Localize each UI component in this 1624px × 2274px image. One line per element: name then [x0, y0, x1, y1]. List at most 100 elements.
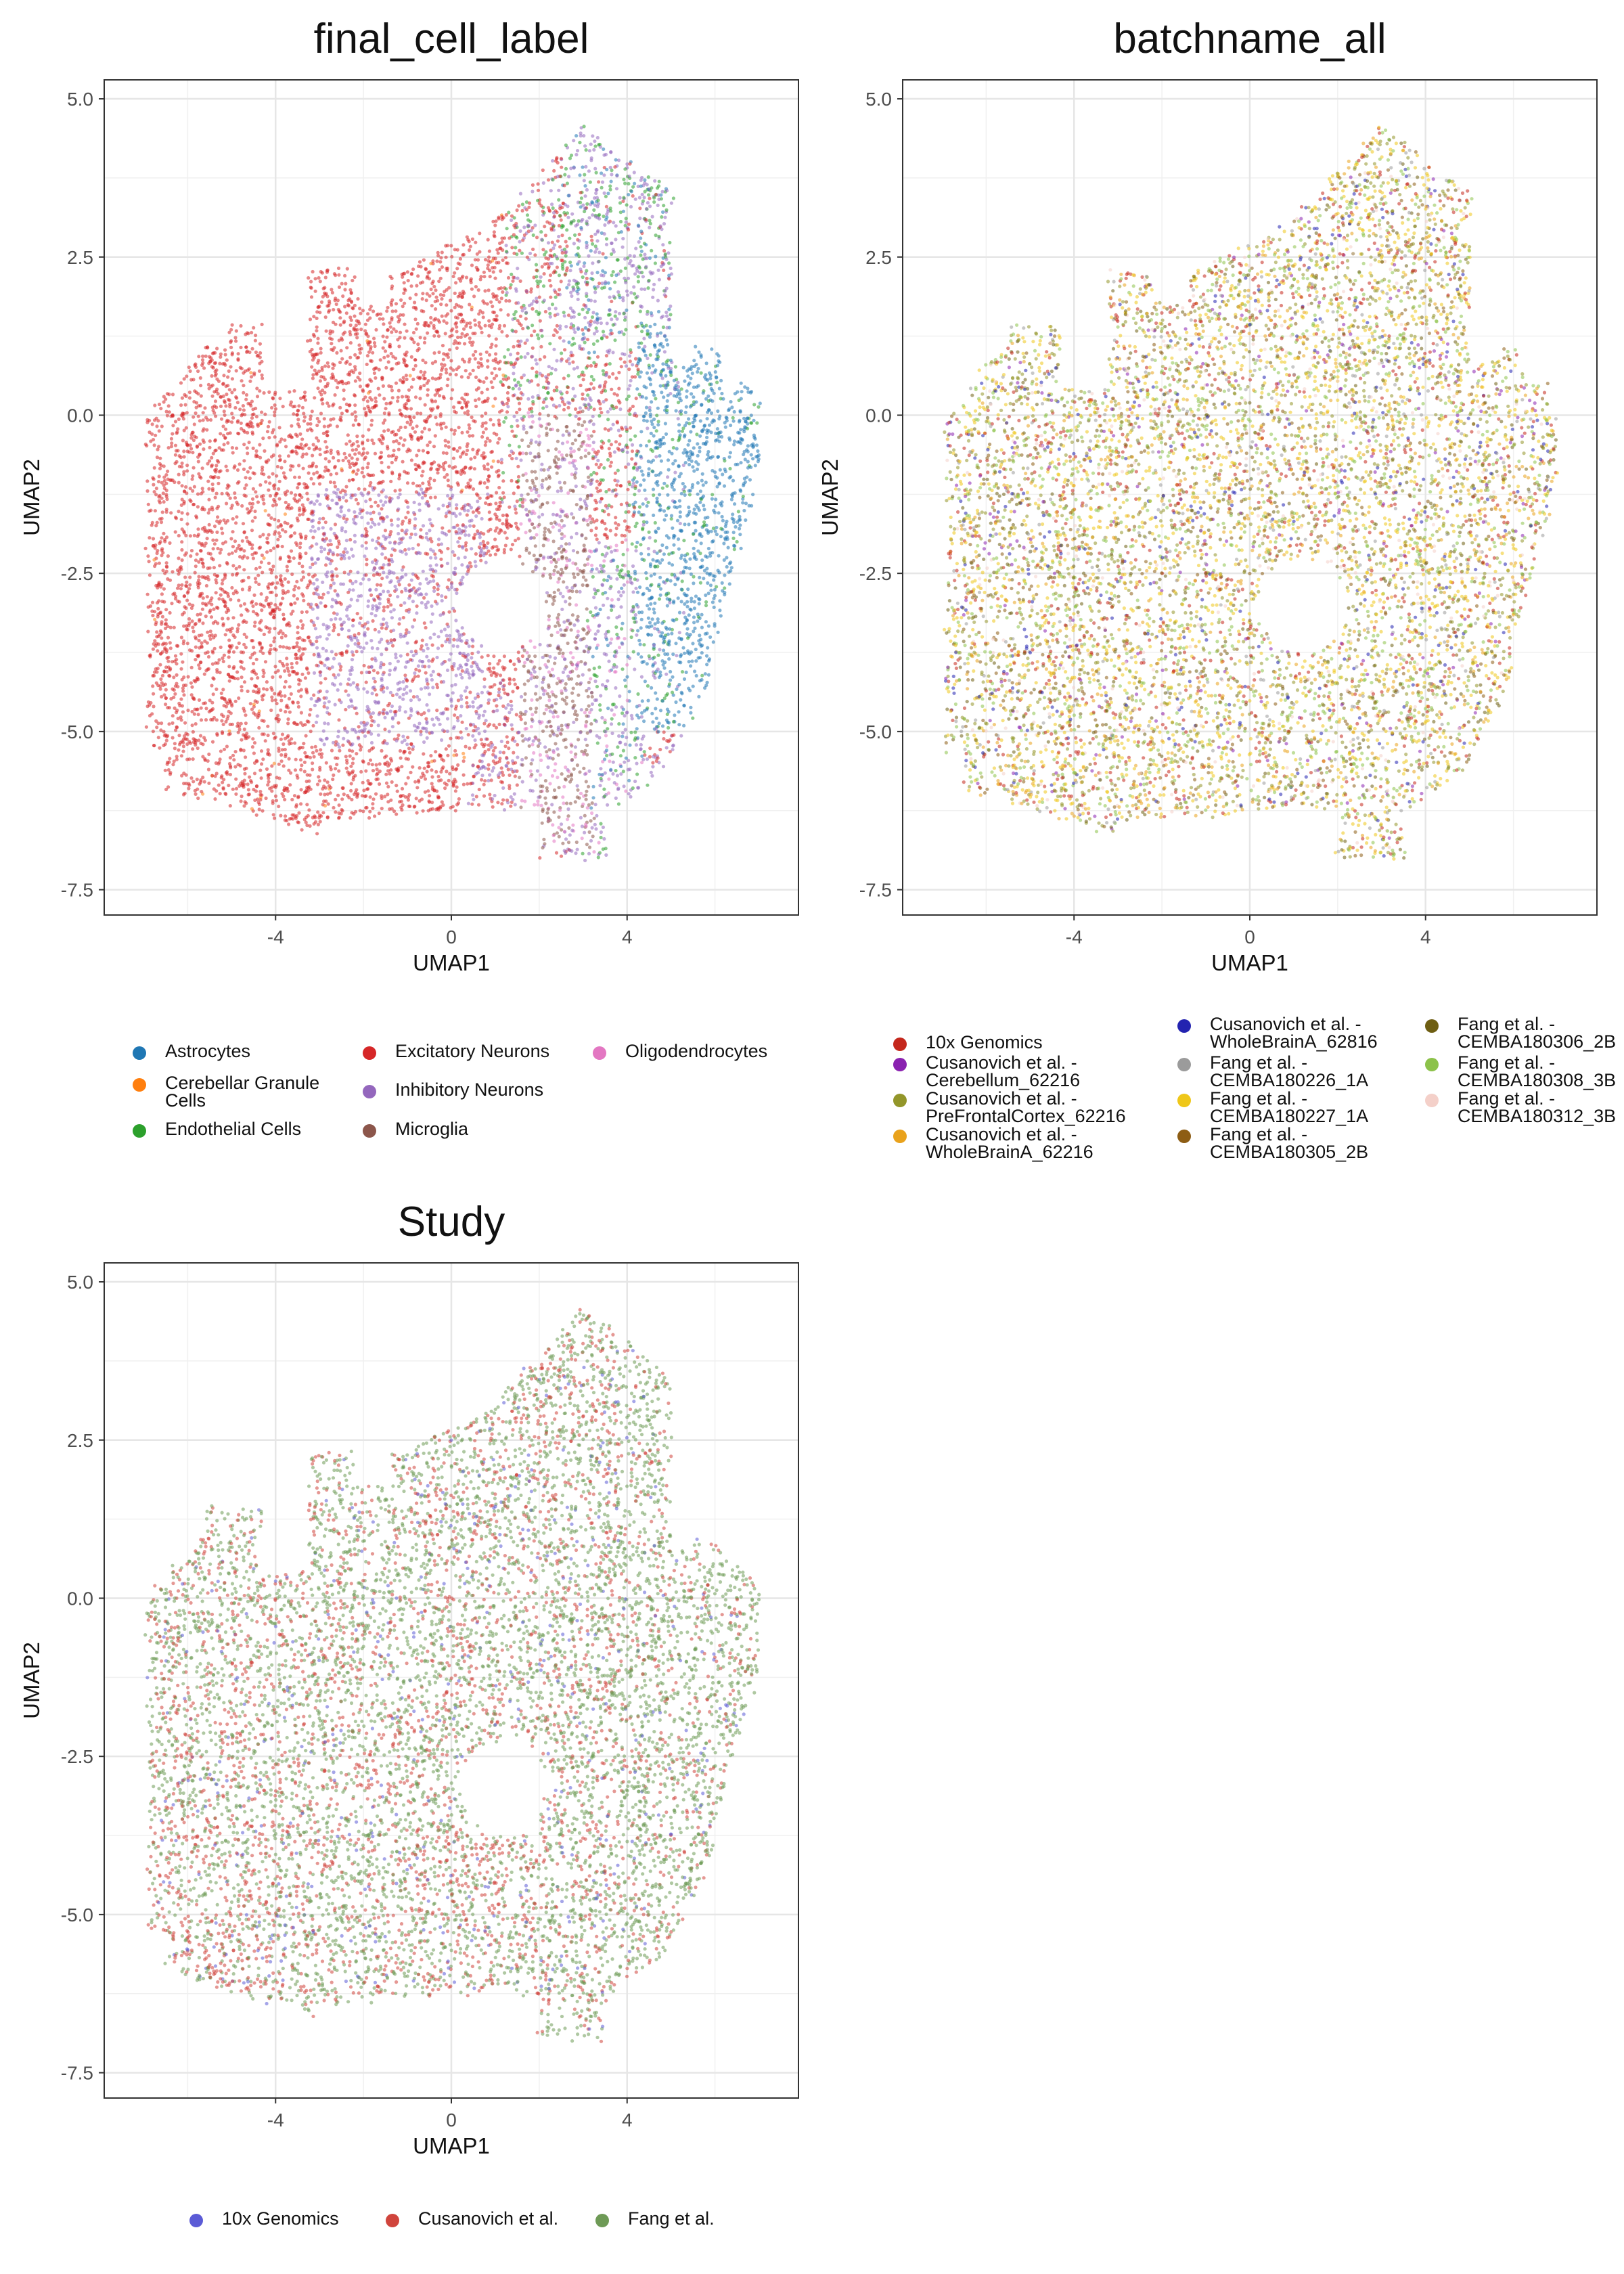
- data-point: [618, 219, 623, 224]
- data-point: [606, 418, 610, 422]
- data-point: [185, 449, 189, 453]
- data-point: [432, 585, 436, 589]
- data-point: [478, 535, 482, 539]
- data-point: [325, 488, 329, 492]
- data-point: [322, 742, 326, 746]
- data-point: [648, 324, 652, 328]
- data-point: [561, 795, 565, 799]
- data-point: [525, 478, 529, 483]
- data-point: [521, 473, 525, 477]
- data-point: [244, 766, 248, 770]
- data-point: [189, 436, 194, 440]
- data-point: [305, 428, 310, 432]
- data-point: [330, 650, 334, 654]
- data-point: [499, 458, 504, 462]
- data-point: [654, 707, 658, 711]
- data-point: [269, 571, 273, 575]
- data-point: [171, 424, 175, 428]
- data-point: [348, 315, 353, 319]
- data-point: [579, 196, 584, 200]
- data-point: [215, 347, 219, 351]
- data-point: [212, 390, 217, 394]
- data-point: [531, 399, 535, 404]
- data-point: [323, 315, 328, 319]
- data-point: [413, 430, 418, 434]
- data-point: [623, 742, 627, 746]
- data-point: [228, 804, 232, 808]
- data-point: [420, 430, 424, 434]
- data-point: [299, 619, 303, 623]
- data-point: [564, 542, 568, 546]
- data-point: [163, 768, 167, 772]
- data-point: [648, 196, 652, 200]
- data-point: [718, 608, 722, 612]
- data-point: [407, 547, 411, 551]
- data-point: [428, 692, 432, 696]
- data-point: [478, 352, 482, 356]
- data-point: [200, 466, 204, 470]
- data-point: [223, 604, 227, 608]
- data-point: [674, 700, 678, 705]
- data-point: [339, 665, 343, 669]
- data-point: [308, 639, 312, 643]
- data-point: [156, 606, 160, 611]
- data-point: [260, 762, 264, 766]
- data-point: [524, 472, 528, 476]
- data-point: [506, 767, 510, 772]
- data-point: [719, 527, 723, 531]
- data-point: [420, 644, 424, 648]
- data-point: [629, 378, 633, 383]
- data-point: [405, 641, 409, 645]
- data-point: [375, 693, 379, 697]
- data-point: [399, 603, 403, 608]
- data-point: [390, 693, 395, 698]
- data-point: [699, 371, 703, 375]
- data-point: [244, 635, 248, 640]
- data-point: [604, 194, 608, 198]
- data-point: [501, 522, 505, 526]
- data-point: [374, 763, 378, 767]
- data-point: [654, 233, 658, 238]
- data-point: [164, 608, 168, 612]
- data-point: [431, 686, 435, 690]
- data-point: [522, 236, 526, 240]
- data-point: [198, 419, 202, 423]
- data-point: [411, 625, 415, 629]
- data-point: [664, 545, 669, 550]
- data-point: [662, 204, 666, 208]
- data-point: [453, 315, 458, 319]
- data-point: [636, 652, 640, 656]
- data-point: [450, 254, 454, 259]
- data-point: [175, 586, 180, 590]
- data-point: [646, 698, 650, 703]
- data-point: [269, 686, 273, 690]
- data-point: [621, 296, 625, 300]
- data-point: [184, 606, 188, 610]
- data-point: [187, 783, 191, 787]
- data-point: [655, 697, 659, 701]
- data-point: [597, 665, 602, 669]
- data-point: [357, 487, 361, 491]
- data-point: [434, 563, 438, 567]
- data-point: [644, 497, 648, 501]
- data-point: [166, 785, 171, 789]
- data-point: [501, 798, 505, 802]
- data-point: [179, 718, 183, 722]
- data-point: [180, 396, 184, 400]
- data-point: [487, 319, 491, 323]
- data-point: [650, 711, 654, 715]
- data-point: [221, 617, 225, 621]
- data-point: [247, 441, 251, 445]
- data-point: [304, 452, 309, 456]
- data-point: [336, 553, 340, 557]
- data-point: [208, 439, 212, 443]
- data-point: [547, 381, 551, 386]
- data-point: [353, 510, 357, 514]
- data-point: [591, 575, 595, 579]
- data-point: [531, 395, 535, 399]
- data-point: [458, 257, 463, 261]
- data-point: [187, 587, 191, 591]
- data-point: [360, 728, 364, 732]
- data-point: [462, 398, 466, 402]
- data-point: [552, 788, 557, 793]
